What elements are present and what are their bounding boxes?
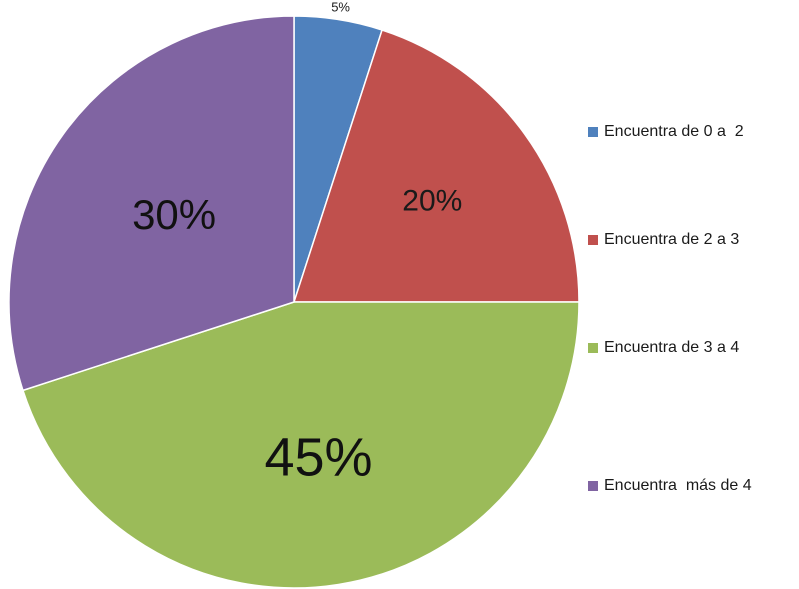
pie-chart-svg: 5% 20% 45% 30% — [8, 0, 580, 589]
legend-swatch-mas-de-4 — [588, 481, 598, 491]
legend-label-mas-de-4: Encuentra más de 4 — [604, 477, 752, 494]
legend-item-2-3: Encuentra de 2 a 3 — [588, 228, 739, 252]
legend-label-0-2: Encuentra de 0 a 2 — [604, 123, 744, 140]
pie-label-mas-de-4: 30% — [132, 191, 216, 238]
legend-label-3-4: Encuentra de 3 a 4 — [604, 339, 740, 356]
legend-label-2-3: Encuentra de 2 a 3 — [604, 231, 740, 248]
legend-swatch-3-4 — [588, 343, 598, 353]
legend-swatch-0-2 — [588, 127, 598, 137]
legend-item-0-2: Encuentra de 0 a 2 — [588, 120, 744, 144]
pie-label-2-3: 20% — [402, 185, 462, 218]
pie-slice-2-3 — [292, 29, 580, 303]
pie-label-3-4: 45% — [264, 427, 372, 487]
pie-slice-3-4 — [22, 301, 580, 589]
legend-item-3-4: Encuentra de 3 a 4 — [588, 336, 739, 360]
pie-label-0-2: 5% — [331, 0, 350, 14]
legend-swatch-2-3 — [588, 235, 598, 245]
pie-slice-mas-de-4 — [8, 15, 295, 392]
legend-item-mas-de-4: Encuentra más de 4 — [588, 474, 752, 498]
